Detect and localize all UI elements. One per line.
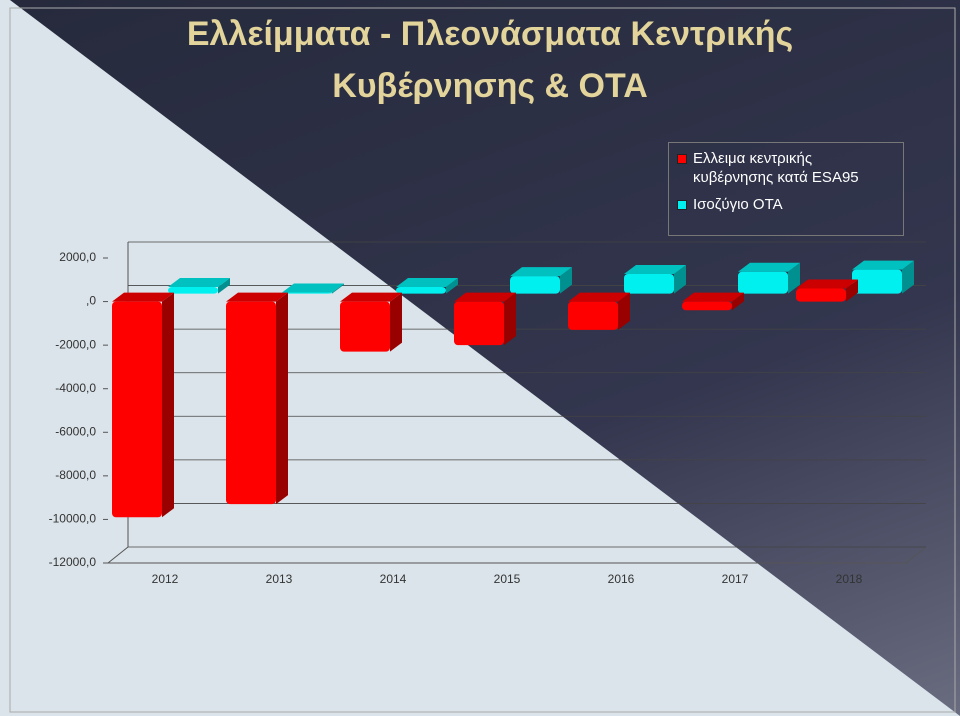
bar-side [276,292,288,505]
x-tick-label: 2018 [836,572,863,586]
plot-frame [9,7,956,713]
bar [510,276,560,294]
bar-side [732,292,744,311]
bar [396,287,446,294]
bar-top [168,278,230,288]
x-tick-label: 2016 [608,572,635,586]
legend: Ελλειμα κεντρικής κυβέρνησης κατά ESA95 Ι… [668,142,904,236]
bar [226,301,276,505]
bar-side [788,262,800,294]
y-tick-label: -6000,0 [55,424,96,438]
bar-side [560,267,572,294]
y-tick-label: -2000,0 [55,337,96,351]
bar-top [340,292,402,302]
bar-top [510,267,572,277]
bar-side [674,264,686,294]
y-tick-label: ,0 [86,294,96,308]
bar-side [332,283,344,294]
bar-top [796,279,858,289]
x-tick-label: 2015 [494,572,521,586]
bar [624,273,674,294]
y-tick-label: -8000,0 [55,468,96,482]
bar-top [624,264,686,274]
bar-side [162,292,174,518]
legend-label: Ισοζύγιο ΟΤΑ [693,196,783,213]
bar [112,301,162,518]
x-tick-label: 2017 [722,572,749,586]
bar-top [226,292,288,302]
bar-top [282,283,344,293]
bar-top [396,278,458,288]
legend-label: Ελλειμα κεντρικής κυβέρνησης κατά ESA95 [693,150,859,186]
x-tick-label: 2012 [152,572,179,586]
bar-side [218,278,230,294]
bar-top [454,292,516,302]
chart-title: Ελλείμματα - Πλεονάσματα Κεντρικής Κυβέρ… [186,15,794,105]
x-tick-label: 2013 [266,572,293,586]
legend-item: Ελλειμα κεντρικής κυβέρνησης κατά ESA95 [677,149,895,187]
bar-top [568,292,630,302]
legend-swatch [677,154,687,164]
legend-swatch [677,200,687,210]
legend-item: Ισοζύγιο ΟΤΑ [677,195,895,214]
bar-side [846,279,858,302]
bar-side [504,292,516,346]
bar-top [738,262,800,272]
bar [168,287,218,294]
bar [796,288,846,302]
y-tick-label: 2000,0 [59,250,96,264]
axis-line [107,546,129,564]
bar [852,269,902,294]
bar-side [446,278,458,294]
bar [568,301,618,330]
bar-side [902,260,914,294]
bar [738,271,788,294]
bar-top [112,292,174,302]
axis-line [905,546,927,564]
bar [282,292,332,294]
bar [340,301,390,352]
x-tick-label: 2014 [380,572,407,586]
bar [682,301,732,311]
y-tick-label: -10000,0 [49,512,97,526]
bar-side [390,292,402,352]
bar-top [682,292,744,302]
y-tick-label: -12000,0 [49,555,97,569]
y-tick-label: -4000,0 [55,381,96,395]
bar-side [618,292,630,330]
bar [454,301,504,346]
bar-top [852,260,914,270]
